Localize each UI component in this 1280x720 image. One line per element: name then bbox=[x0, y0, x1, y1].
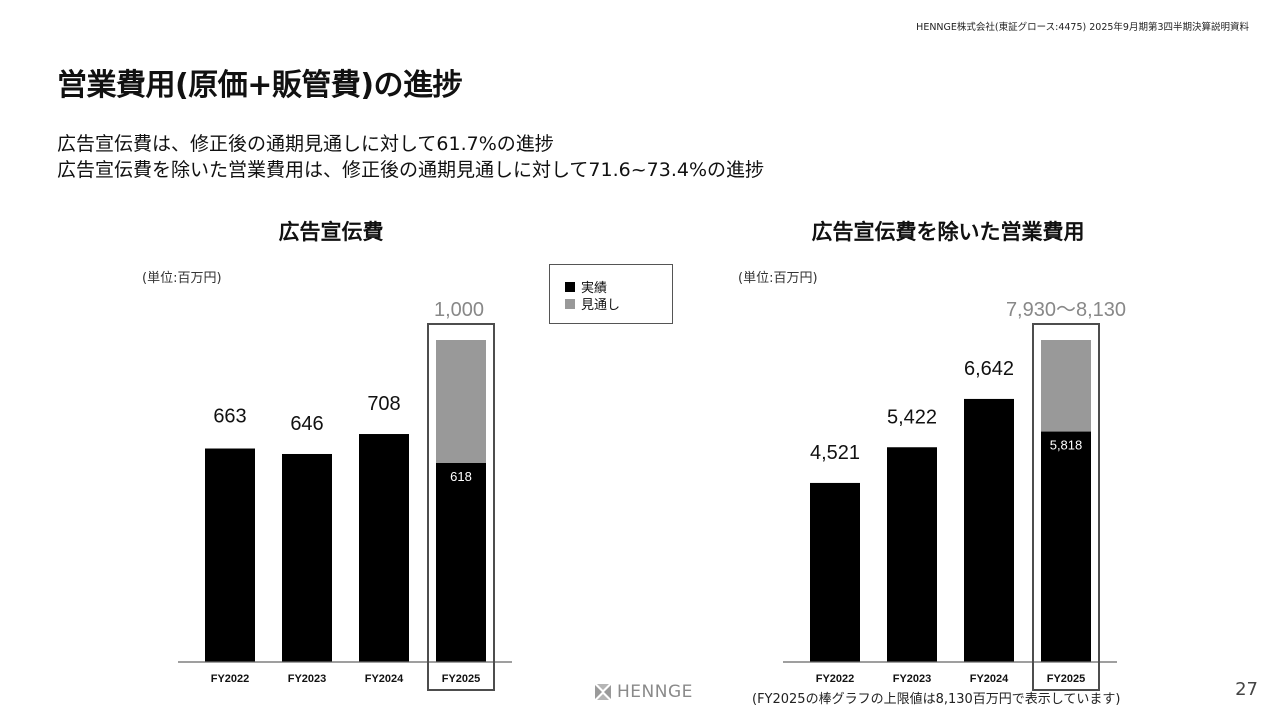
bar-forecast bbox=[436, 340, 486, 464]
unit-label-opex-excl-ad: (単位:百万円) bbox=[738, 271, 818, 286]
bar-actual bbox=[964, 398, 1014, 662]
highlight-box bbox=[427, 323, 495, 691]
bar-actual bbox=[359, 434, 409, 662]
forecast-total-label: 1,000 bbox=[434, 299, 484, 321]
tick-label: FY2022 bbox=[211, 673, 250, 685]
bar-actual bbox=[436, 463, 486, 662]
data-label: 6,642 bbox=[964, 358, 1014, 380]
tick-label: FY2023 bbox=[893, 673, 932, 685]
legend-swatch-forecast bbox=[565, 298, 575, 309]
data-label: 5,422 bbox=[887, 406, 937, 428]
page-title: 営業費用(原価+販管費)の進捗 bbox=[57, 68, 463, 103]
page-number: 27 bbox=[1235, 679, 1258, 700]
data-label: 646 bbox=[290, 413, 323, 435]
summary-line: 広告宣伝費を除いた営業費用は、修正後の通期見通しに対して71.6~73.4%の進… bbox=[57, 159, 765, 181]
footnote: (FY2025の棒グラフの上限値は8,130百万円で表示しています) bbox=[752, 692, 1121, 707]
forecast-total-label: 7,930～8,130 bbox=[1006, 299, 1126, 321]
bar-actual bbox=[1041, 431, 1091, 662]
legend-label: 実績 bbox=[581, 281, 608, 296]
tick-label: FY2025 bbox=[1047, 673, 1086, 685]
tick-label: FY2023 bbox=[288, 673, 327, 685]
henngee-logo: HENNGE bbox=[593, 682, 693, 702]
bar-actual bbox=[810, 482, 860, 662]
bar-forecast bbox=[1041, 340, 1091, 432]
summary: 広告宣伝費は、修正後の通期見通しに対して61.7%の進捗 広告宣伝費を除いた営業… bbox=[57, 131, 764, 183]
data-label: 708 bbox=[367, 393, 400, 415]
bar-actual bbox=[887, 447, 937, 662]
summary-line: 広告宣伝費は、修正後の通期見通しに対して61.7%の進捗 bbox=[57, 133, 554, 155]
legend-item-actual: 実績 bbox=[565, 278, 672, 296]
data-label: 618 bbox=[450, 469, 472, 484]
legend-item-forecast: 見通し bbox=[565, 295, 672, 313]
tick-label: FY2024 bbox=[970, 673, 1009, 685]
bar-actual bbox=[205, 448, 255, 662]
legend-swatch-actual bbox=[565, 281, 575, 292]
chart-title-ad-expenses: 広告宣伝費 bbox=[278, 220, 384, 244]
unit-label-ad-expenses: (単位:百万円) bbox=[142, 271, 222, 286]
data-label: 663 bbox=[213, 406, 246, 428]
highlight-box bbox=[1032, 323, 1100, 691]
header-note: HENNGE株式会社(東証グロース:4475) 2025年9月期第3四半期決算説… bbox=[916, 22, 1249, 33]
bar-actual bbox=[282, 453, 332, 662]
chart-title-opex-excl-ad: 広告宣伝費を除いた営業費用 bbox=[811, 220, 1085, 244]
data-label: 4,521 bbox=[810, 442, 860, 464]
data-label: 5,818 bbox=[1050, 438, 1083, 453]
legend: 実績 見通し bbox=[549, 264, 673, 324]
tick-label: FY2022 bbox=[816, 673, 855, 685]
tick-label: FY2025 bbox=[442, 673, 481, 685]
tick-label: FY2024 bbox=[365, 673, 404, 685]
henngee-logo-mark-icon bbox=[595, 684, 611, 700]
legend-label: 見通し bbox=[581, 298, 621, 313]
logo-text: HENNGE bbox=[617, 682, 693, 702]
